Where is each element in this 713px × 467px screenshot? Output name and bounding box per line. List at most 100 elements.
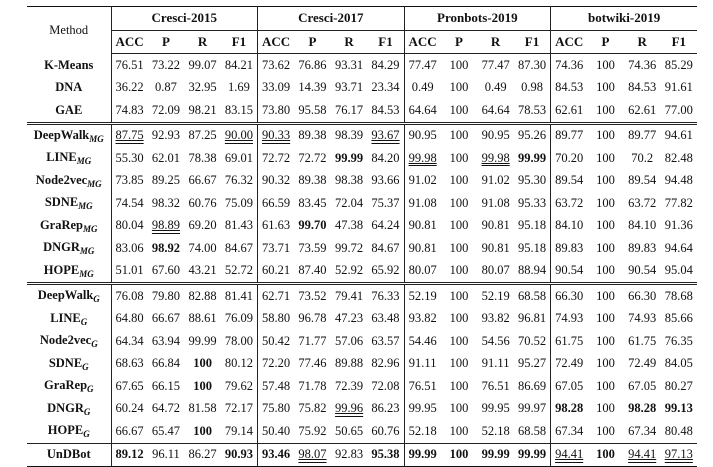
metric-value: 95.33 — [517, 195, 547, 210]
metric-value: 90.54 — [555, 263, 584, 278]
metric-value: 89.77 — [555, 128, 584, 143]
metric-value: 93.82 — [408, 311, 437, 326]
metric-value-cell: 100 — [441, 420, 478, 443]
metric-value: 72.08 — [371, 378, 400, 393]
metric-value-cell: 82.88 — [184, 282, 221, 308]
metric-value-cell: 99.70 — [294, 215, 331, 238]
metric-value-cell: 100 — [441, 353, 478, 376]
metric-value-cell: 90.32 — [258, 170, 295, 193]
metric-value-cell: 70.20 — [551, 147, 588, 170]
metric-header-f1: F1 — [660, 30, 698, 54]
metric-value: 84.10 — [628, 218, 657, 233]
metric-value-cell: 78.53 — [513, 99, 552, 123]
metric-value-cell: 90.81 — [404, 215, 441, 238]
method-name: GAE — [55, 102, 83, 117]
metric-value: 65.92 — [371, 263, 400, 278]
metric-value: 76.51 — [115, 57, 144, 72]
metric-value-cell: 84.21 — [220, 53, 259, 77]
metric-value: 89.38 — [298, 128, 327, 143]
metric-value-cell: 76.09 — [220, 307, 259, 330]
metric-value: 91.11 — [481, 356, 510, 371]
metric-value-cell: 36.22 — [111, 77, 148, 100]
metric-value-cell: 84.53 — [367, 99, 405, 123]
metric-value-cell: 100 — [441, 170, 478, 193]
metric-value-cell: 76.17 — [331, 99, 368, 123]
metric-value-cell: 72.72 — [294, 147, 331, 170]
metric-value: 90.54 — [628, 263, 657, 278]
metric-value-cell: 93.46 — [257, 442, 295, 467]
metric-header-r: R — [623, 30, 661, 54]
method-name-cell: K-Means — [27, 53, 112, 77]
metric-value: 68.58 — [517, 288, 547, 303]
method-variant-subscript: G — [82, 361, 89, 372]
metric-value: 69.01 — [224, 150, 254, 165]
metric-value-cell: 90.54 — [551, 260, 588, 284]
metric-value-cell: 54.46 — [404, 330, 441, 353]
metric-value: 100 — [449, 288, 469, 303]
metric-value-cell: 82.48 — [660, 147, 697, 170]
metric-value-cell: 100 — [587, 54, 624, 77]
metric-value: 100 — [449, 423, 469, 438]
metric-value: 84.10 — [555, 218, 584, 233]
metric-value: 91.08 — [408, 195, 437, 210]
metric-value: 62.61 — [555, 102, 584, 117]
metric-value: 77.47 — [408, 57, 437, 72]
metric-value: 84.53 — [628, 80, 657, 95]
metric-value-cell: 100 — [587, 77, 624, 100]
metric-value: 77.00 — [664, 102, 693, 117]
method-variant-subscript: MG — [87, 178, 102, 189]
method-name: DeepWalk — [33, 127, 90, 142]
metric-value-cell: 100 — [441, 192, 478, 215]
table-row: LINEG 64.80 66.67 88.61 76.09 58.80 96.78 47.23… — [27, 307, 697, 330]
metric-value-cell: 99.99 — [513, 147, 552, 170]
method-name-cell: LINEMG — [27, 147, 112, 170]
metric-value: 100 — [449, 102, 469, 117]
metric-value-cell: 64.64 — [477, 99, 514, 123]
metric-value: 98.28 — [555, 401, 584, 416]
metric-value: 95.30 — [517, 173, 547, 188]
metric-value-cell: 100 — [587, 420, 624, 443]
metric-value: 92.93 — [151, 128, 180, 143]
metric-header-f1: F1 — [367, 30, 405, 54]
metric-value-cell: 95.26 — [513, 121, 552, 147]
metric-value: 89.12 — [115, 447, 144, 462]
table-row: DeepWalkMG 87.75 92.93 87.25 90.00 90.33 89.38… — [27, 121, 698, 147]
metric-value-cell: 76.32 — [220, 169, 259, 192]
metric-value: 66.84 — [151, 356, 180, 371]
dataset-header-cresci-2017: Cresci-2017 — [257, 6, 405, 31]
results-table: Method Cresci-2015 Cresci-2017 Pronbots-… — [27, 6, 698, 467]
metric-value: 63.94 — [151, 333, 180, 348]
table-row: LINEMG 55.30 62.01 78.38 69.01 72.72 72.72 99.9… — [27, 147, 697, 170]
results-table-container: Method Cresci-2015 Cresci-2017 Pronbots-… — [27, 6, 698, 467]
metric-value: 64.80 — [115, 311, 144, 326]
table-row: GraRepMG 80.04 98.89 69.20 81.43 61.63 99.70 47… — [27, 214, 697, 238]
metric-value-cell: 97.13 — [660, 442, 698, 467]
metric-value: 75.92 — [298, 423, 327, 438]
metric-value: 99.72 — [335, 240, 364, 255]
metric-value-cell: 66.30 — [623, 282, 661, 308]
metric-value: 73.59 — [298, 240, 327, 255]
method-name: LINE — [50, 310, 81, 325]
dataset-header-pronbots-2019: Pronbots-2019 — [404, 6, 552, 31]
metric-value: 0.49 — [411, 80, 434, 95]
metric-value: 74.83 — [115, 102, 144, 117]
table-row: DeepWalkG 76.08 79.80 82.88 81.41 62.71 73.52 7… — [27, 282, 698, 308]
metric-value: 84.05 — [664, 356, 693, 371]
metric-value-cell: 89.12 — [111, 442, 148, 467]
metric-value: 76.86 — [298, 57, 327, 72]
metric-value: 75.09 — [224, 195, 254, 210]
metric-value-cell: 75.09 — [220, 192, 259, 215]
table-row: DNGRG 60.24 64.72 81.58 72.17 75.80 75.82 99.96… — [27, 397, 697, 420]
metric-value-cell: 63.72 — [624, 192, 661, 215]
metric-value-cell: 89.38 — [294, 121, 331, 147]
metric-value: 100 — [449, 356, 469, 371]
metric-value-cell: 68.58 — [513, 420, 552, 443]
table-row: GAE 74.83 72.09 98.21 83.15 73.80 95.58 76.17 84… — [27, 99, 697, 123]
metric-value: 86.23 — [371, 401, 400, 416]
metric-value-cell: 90.81 — [404, 237, 441, 260]
method-name: K-Means — [44, 57, 94, 72]
metric-header-p: P — [587, 30, 624, 54]
metric-value-cell: 100 — [440, 121, 478, 147]
metric-value: 72.72 — [262, 150, 291, 165]
metric-value-cell: 72.49 — [624, 353, 661, 376]
